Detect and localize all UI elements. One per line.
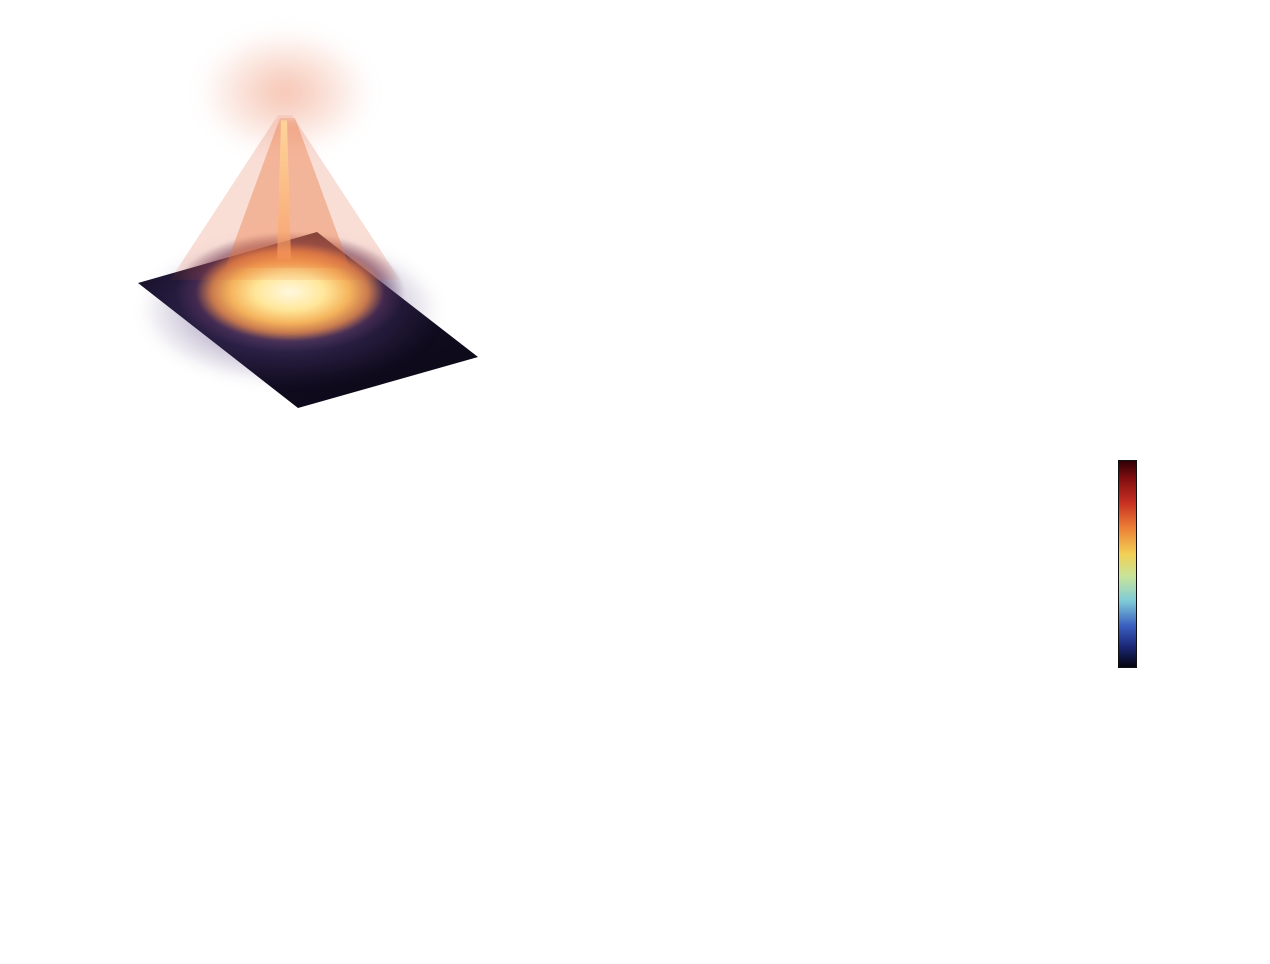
panel-d-map — [868, 436, 1270, 682]
panel-a-schematic — [110, 5, 482, 420]
raman-map-canvas-3072 — [872, 442, 1105, 675]
panel-a-annotations — [110, 20, 482, 420]
line-profile-plot — [868, 684, 1208, 964]
panel-c-maps — [118, 412, 868, 957]
colorbar — [1118, 460, 1137, 668]
panel-d-overlay — [872, 442, 1105, 675]
beam-core — [277, 120, 291, 260]
raman-map-3072-large — [872, 442, 1105, 675]
spectra-plot — [480, 18, 1172, 428]
